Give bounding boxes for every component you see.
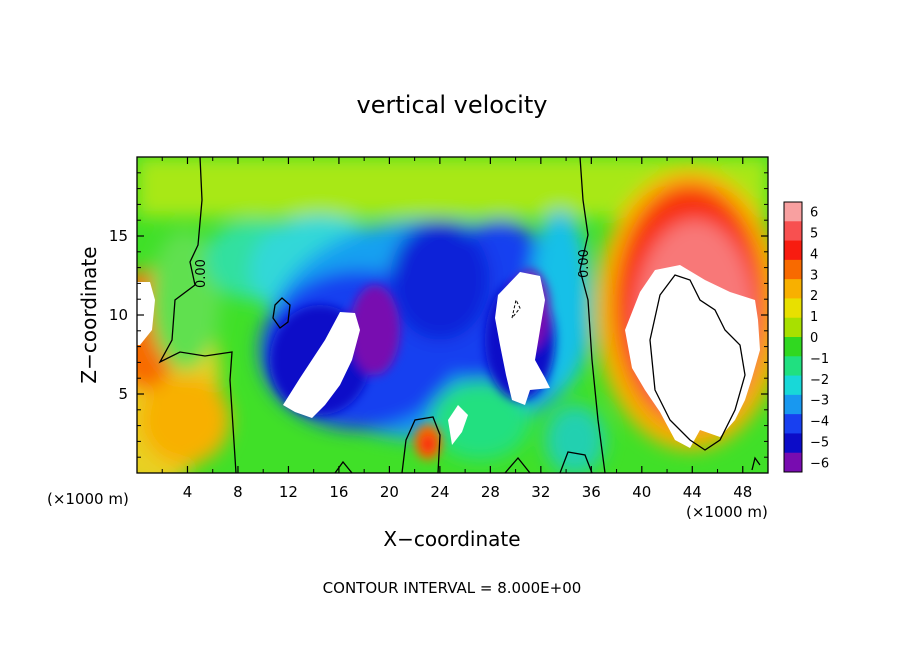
- inner-contours: [511, 298, 521, 319]
- colorbar-swatch: [784, 259, 802, 280]
- colorbar-swatch: [784, 452, 802, 473]
- colorbar-tick-label: −3: [810, 394, 829, 409]
- colorbar-swatch: [784, 317, 802, 338]
- x-axis: 4 8 12 16 20 24 28 32 36 40 44 48: [161, 157, 752, 501]
- y-tick-label: 15: [109, 227, 128, 245]
- colorbar-swatch: [784, 375, 802, 396]
- colorbar-tick-label: −2: [810, 373, 829, 388]
- x-tick-label: 44: [683, 483, 702, 501]
- colorbar-frame: [783, 201, 803, 473]
- chart-title: vertical velocity: [357, 91, 548, 119]
- x-tick-label: 4: [183, 483, 193, 501]
- colorbar-swatch: [784, 202, 802, 222]
- x-tick-label: 20: [380, 483, 399, 501]
- colorbar-swatch: [784, 433, 802, 454]
- x-tick-label: 36: [582, 483, 601, 501]
- y-axis-label: Z−coordinate: [77, 246, 101, 383]
- colorbar-tick-label: 4: [810, 247, 818, 262]
- x-tick-label: 32: [531, 483, 550, 501]
- colorbar-swatch: [784, 279, 802, 299]
- colorbar-tick-label: −4: [810, 415, 829, 430]
- zero-contours: [158, 157, 761, 473]
- colorbar-tick-label: −1: [810, 352, 829, 367]
- colorbar: 6 5 4 3 2 1 0 −1 −2 −3 −4 −5 −6: [783, 201, 829, 473]
- colorbar-tick-label: −6: [810, 456, 829, 471]
- colorbar-swatch: [784, 240, 802, 261]
- colorbar-swatch: [784, 394, 802, 415]
- colorbar-swatch: [784, 221, 802, 242]
- colorbar-tick-label: 1: [810, 310, 818, 325]
- colorbar-swatch: [784, 414, 802, 434]
- contour-label: 0.00: [577, 249, 592, 278]
- saturated-regions: [137, 265, 760, 448]
- x-tick-label: 16: [329, 483, 348, 501]
- colorbar-tick-label: 3: [810, 268, 818, 283]
- x-tick-label: 8: [233, 483, 243, 501]
- x-tick-label: 24: [430, 483, 449, 501]
- x-tick-label: 12: [279, 483, 298, 501]
- x-tick-label: 40: [632, 483, 651, 501]
- x-axis-label: X−coordinate: [383, 527, 520, 551]
- colorbar-tick-label: 0: [810, 331, 818, 346]
- y-tick-label: 10: [109, 306, 128, 324]
- contour-interval-note: CONTOUR INTERVAL = 8.000E+00: [323, 579, 582, 597]
- x-tick-label: 48: [733, 483, 752, 501]
- colorbar-tick-label: −5: [810, 435, 829, 450]
- colorbar-swatch: [784, 298, 802, 319]
- colorbar-swatch: [784, 356, 802, 377]
- y-tick-label: 5: [118, 385, 128, 403]
- plot-area: [137, 157, 768, 473]
- contour-label: 0.00: [194, 259, 209, 288]
- x-tick-label: 28: [481, 483, 500, 501]
- colorbar-tick-label: 6: [810, 206, 818, 221]
- y-axis: 5 10 15: [109, 172, 768, 458]
- colorbar-tick-label: 5: [810, 227, 818, 242]
- x-unit-right: (×1000 m): [686, 503, 768, 521]
- x-unit-left: (×1000 m): [47, 490, 129, 508]
- colorbar-tick-label: 2: [810, 289, 818, 304]
- colorbar-swatch: [784, 337, 802, 357]
